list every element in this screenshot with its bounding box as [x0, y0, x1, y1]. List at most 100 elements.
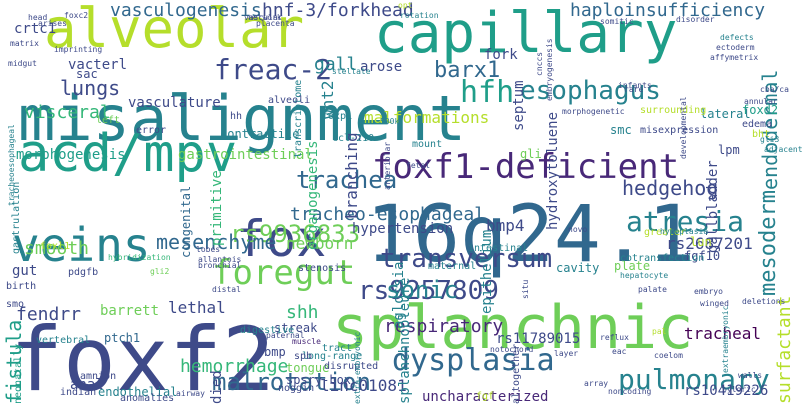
- cloud-word: malformations: [364, 108, 490, 127]
- cloud-word: tracheo-esophageal: [290, 204, 486, 225]
- cloud-word: eac: [612, 347, 627, 356]
- cloud-word: maternal: [428, 261, 477, 272]
- cloud-word: visceral: [24, 102, 111, 123]
- cloud-word: extra-embryonic: [353, 331, 362, 404]
- cloud-word: morphogenesis: [16, 147, 126, 163]
- cloud-word: tracheoesophageal: [7, 124, 16, 206]
- cloud-word: rs9257809: [358, 276, 499, 306]
- cloud-word: arises: [38, 19, 67, 28]
- cloud-word: somitic: [600, 17, 634, 26]
- cloud-word: linc01081: [320, 376, 407, 395]
- cloud-word: spsry-box: [286, 373, 352, 387]
- cloud-word: hypertension: [352, 221, 454, 237]
- cloud-word: hh: [230, 111, 243, 122]
- cloud-word: rs2687201: [666, 234, 753, 253]
- cloud-word: smc: [610, 123, 632, 137]
- cloud-word: esophagus: [520, 76, 661, 106]
- cloud-word: vasculogenesis: [110, 0, 262, 21]
- cloud-word: capillary: [374, 1, 678, 66]
- cloud-word: vasculature: [128, 95, 221, 111]
- cloud-word: indian: [60, 387, 97, 398]
- cloud-word: lpm: [718, 143, 740, 157]
- cloud-word: fendrr: [16, 304, 82, 325]
- cloud-word: lethal: [168, 298, 226, 317]
- cloud-word: defects: [720, 33, 754, 42]
- cloud-word: amnion: [80, 371, 117, 382]
- cloud-word: hydroxytoluene: [545, 111, 561, 230]
- cloud-word: matrix: [10, 39, 39, 48]
- cloud-word: mesenchyme: [156, 230, 277, 254]
- cloud-word: atresia: [626, 205, 745, 238]
- cloud-word: vacterl: [68, 57, 128, 73]
- cloud-word: fox: [236, 210, 327, 268]
- cloud-word: disorder: [676, 15, 715, 24]
- cloud-word: novo: [568, 225, 588, 234]
- cloud-word: foxf2: [10, 308, 275, 404]
- cloud-word: newborn: [286, 234, 354, 253]
- cloud-word: layer: [554, 349, 579, 358]
- cloud-word: primitive: [209, 170, 225, 246]
- cloud-word: sac: [76, 67, 98, 81]
- cloud-word: developmental: [679, 96, 688, 159]
- cloud-word: embryo: [694, 287, 723, 296]
- cloud-word: bmp: [264, 345, 286, 359]
- cloud-word: adjacent: [764, 145, 803, 154]
- cloud-word: intestinal: [468, 243, 529, 254]
- cloud-word: sonic: [386, 276, 459, 304]
- cloud-word: rs9936833: [230, 220, 361, 248]
- cloud-word: shh: [286, 302, 319, 323]
- cloud-word: digestive: [240, 325, 295, 336]
- cloud-word: streak: [274, 321, 318, 335]
- cloud-word: noncoding: [608, 387, 652, 396]
- cloud-word: foregut: [212, 253, 356, 293]
- cloud-word: fgf10: [684, 249, 721, 263]
- cloud-word: altogether: [511, 343, 522, 404]
- cloud-word: greater: [644, 227, 687, 238]
- cloud-word: hfh: [460, 75, 515, 110]
- cloud-word: plate: [614, 259, 651, 273]
- cloud-word: surfactant: [774, 295, 795, 404]
- cloud-word: paternal: [266, 331, 305, 340]
- cloud-word: congenital: [179, 185, 193, 258]
- cloud-word: distal: [212, 285, 241, 294]
- cloud-word: palate: [638, 285, 667, 294]
- cloud-word: lungs: [60, 76, 121, 100]
- cloud-word: rare: [624, 85, 644, 94]
- cloud-word: freac-2: [214, 53, 333, 86]
- cloud-word: gli: [520, 147, 542, 161]
- cloud-word: pal: [652, 327, 667, 336]
- cloud-word: stellate: [332, 67, 371, 76]
- cloud-word: allantois: [198, 255, 242, 264]
- cloud-word: transcriptome: [293, 79, 304, 158]
- cloud-word: noggin: [278, 383, 315, 394]
- cloud-word: gall: [314, 54, 358, 75]
- cloud-word: endothelial: [98, 385, 178, 399]
- cloud-word: epithelium: [479, 229, 495, 314]
- cloud-word: smo: [6, 299, 25, 310]
- cloud-word: notochord: [490, 345, 534, 354]
- cloud-word: rs10419226: [684, 383, 769, 399]
- cloud-word: reflux: [600, 333, 629, 342]
- cloud-word: gut: [12, 263, 38, 279]
- cloud-word: hepatocyte: [620, 271, 669, 280]
- cloud-word: gli3: [760, 135, 780, 144]
- cloud-word: birth: [6, 281, 37, 292]
- cloud-word: embryogenesis: [545, 38, 554, 101]
- cloud-word: respiratory: [384, 316, 504, 337]
- cloud-word: haploinsufficiency: [570, 0, 766, 21]
- cloud-word: anal: [70, 377, 104, 393]
- cloud-word: cnccs: [535, 51, 544, 76]
- cloud-word: veins: [12, 218, 151, 272]
- cloud-word: splanchnic: [332, 293, 694, 363]
- cloud-word: misexpression: [640, 125, 719, 136]
- cloud-word: crtc1: [14, 21, 57, 37]
- cloud-word: cba/ca: [760, 85, 789, 94]
- cloud-word: stenosis: [298, 263, 347, 274]
- cloud-word: hypoplasia: [660, 227, 709, 236]
- cloud-word: long-range: [302, 351, 363, 362]
- cloud-word: septum: [511, 80, 527, 131]
- cloud-word: error: [136, 125, 167, 136]
- cloud-word: midgut: [8, 59, 37, 68]
- cloud-word: airway: [176, 389, 205, 398]
- cloud-word: extraembryonic: [721, 305, 730, 373]
